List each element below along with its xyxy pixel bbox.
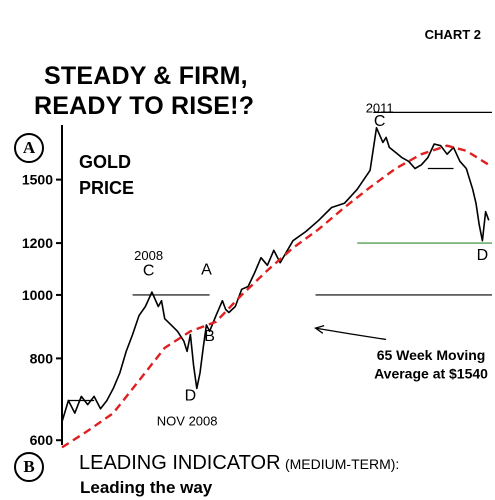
annotation-arrowhead — [314, 324, 325, 334]
annotation-label: A — [201, 261, 212, 278]
annotation-arrow — [315, 327, 387, 341]
panel-b-heading: LEADING INDICATOR (MEDIUM-TERM): — [79, 452, 399, 475]
subject-line1: GOLD — [79, 152, 131, 172]
y-tick-label: 600 — [30, 432, 54, 448]
y-tick-label: 1200 — [22, 235, 53, 251]
annotation-label: C — [143, 263, 155, 280]
annotation-label: 2011 — [366, 100, 394, 115]
panel-b-marker: B — [14, 452, 44, 482]
annotation-label: D — [477, 247, 489, 264]
chart-number: CHART 2 — [424, 27, 481, 42]
y-tick-label: 800 — [30, 350, 54, 366]
panel-a-marker: A — [14, 133, 44, 163]
annotation-label: B — [204, 328, 215, 345]
chart-title-line1: STEADY & FIRM, — [44, 62, 248, 90]
annotation-label: C — [374, 113, 386, 130]
annotation-label: Average at $1540 — [374, 366, 488, 382]
subject-line2: PRICE — [79, 178, 135, 198]
annotation-label: 65 Week Moving — [377, 347, 486, 363]
panel-b-title: LEADING INDICATOR — [79, 452, 281, 474]
chart-title-line2: READY TO RISE!? — [34, 92, 255, 120]
y-tick-label: 1000 — [22, 287, 53, 303]
annotation-label: NOV 2008 — [157, 413, 218, 428]
y-tick-label: 1500 — [22, 172, 53, 188]
panel-b-caption: Leading the way — [80, 478, 213, 497]
panel-b-subtitle: (MEDIUM-TERM): — [284, 456, 400, 472]
price-line — [61, 127, 490, 423]
annotation-label: 2008 — [134, 248, 163, 263]
annotation-label: D — [185, 387, 197, 404]
moving-average-line — [61, 144, 490, 449]
